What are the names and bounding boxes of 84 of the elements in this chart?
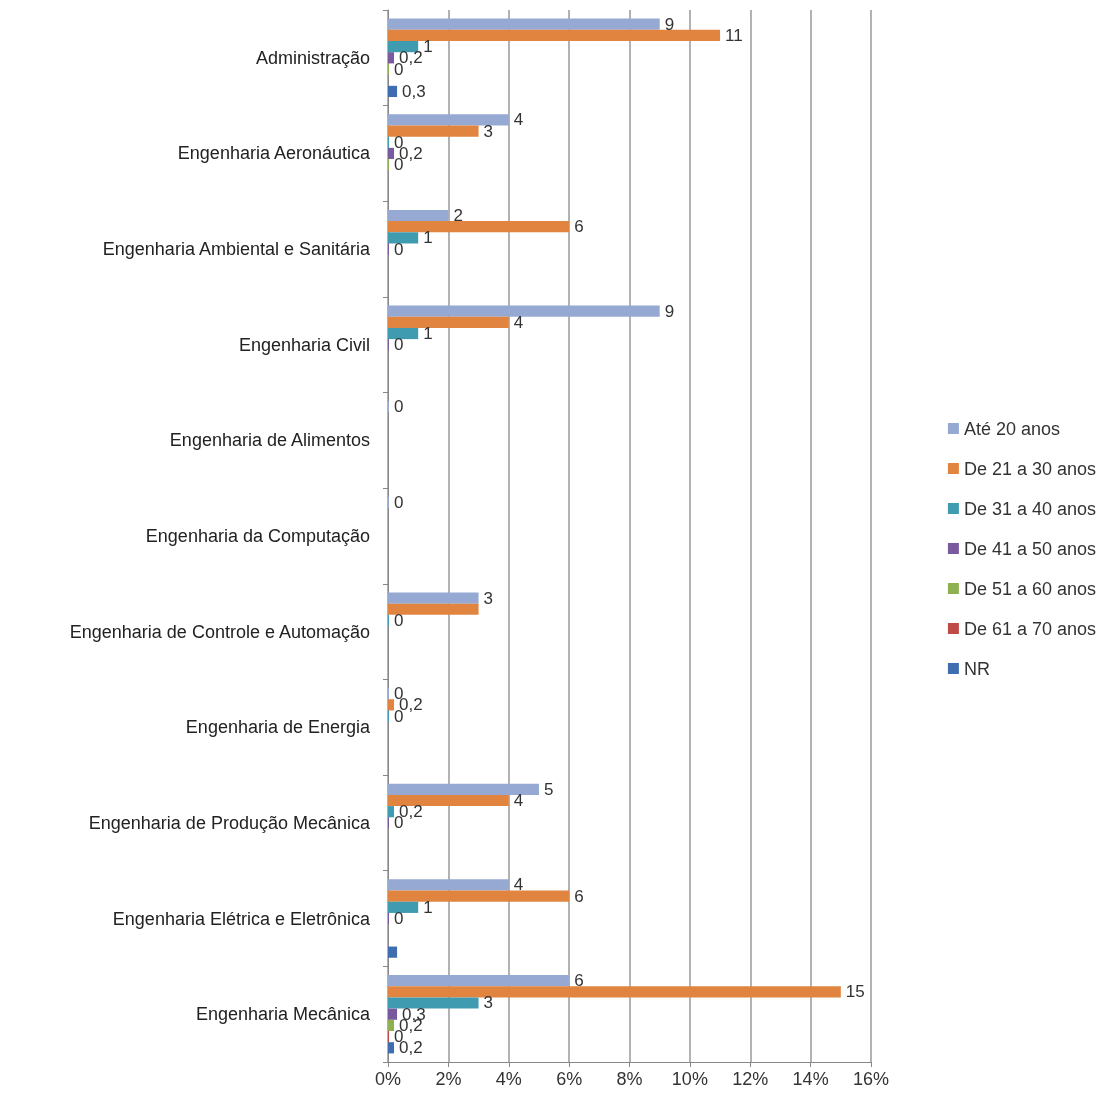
data-label: 1 <box>423 324 433 344</box>
bar <box>388 1008 398 1020</box>
bar <box>388 305 660 317</box>
x-tick-label: 4% <box>495 1069 522 1089</box>
legend-label: De 51 a 60 anos <box>963 578 1097 599</box>
bar <box>388 114 509 126</box>
data-label: 5 <box>543 779 554 799</box>
bar <box>388 41 419 53</box>
data-label: 0 <box>394 397 404 417</box>
data-label: 2 <box>453 205 463 225</box>
data-label: 3 <box>483 993 494 1013</box>
data-label: 4 <box>513 791 524 810</box>
bar <box>388 974 570 987</box>
y-tick-label: Engenharia Elétrica e Eletrônica <box>112 908 371 929</box>
data-label: 0 <box>394 492 404 512</box>
legend-label: De 31 a 40 anos <box>963 498 1097 519</box>
bar <box>388 147 395 160</box>
data-label: 4 <box>513 110 524 130</box>
data-label: 9 <box>664 301 675 321</box>
bar <box>388 52 395 64</box>
y-tick-label: Engenharia de Alimentos <box>169 430 370 451</box>
bar <box>388 18 660 30</box>
bar <box>388 209 449 222</box>
legend-label: De 21 a 30 anos <box>963 458 1097 479</box>
x-tick-label: 0% <box>374 1069 402 1089</box>
bar <box>388 794 509 807</box>
data-label: 4 <box>513 312 524 332</box>
bar <box>388 806 395 818</box>
legend-label: NR <box>963 658 990 679</box>
data-label: 0 <box>394 335 404 355</box>
data-label: 6 <box>574 886 584 906</box>
bar <box>388 1042 395 1054</box>
data-label: 1 <box>423 897 433 917</box>
bar <box>388 699 395 711</box>
bar <box>388 946 398 958</box>
data-label: 6 <box>574 217 584 237</box>
data-label: 0 <box>394 610 404 630</box>
data-label: 0,3 <box>402 81 426 101</box>
bar <box>388 221 570 233</box>
y-tick-label: Engenharia Civil <box>238 334 370 355</box>
data-label: 1 <box>423 37 433 57</box>
x-tick-label: 2% <box>435 1069 462 1089</box>
y-tick-label: Engenharia Ambiental e Sanitária <box>102 239 371 260</box>
bar <box>388 879 509 891</box>
data-label: 15 <box>845 982 865 1002</box>
y-tick-label: Engenharia Aeronáutica <box>177 143 371 164</box>
bar <box>388 327 419 340</box>
data-label: 4 <box>513 875 524 895</box>
x-tick-label: 10% <box>671 1069 708 1089</box>
x-tick-label: 6% <box>556 1069 583 1089</box>
data-label: 9 <box>664 14 675 34</box>
bar <box>388 232 419 244</box>
y-tick-label: Engenharia de Controle e Automação <box>69 621 370 642</box>
y-tick-label: Engenharia Mecânica <box>195 1004 371 1025</box>
x-tick-label: 16% <box>852 1069 890 1089</box>
x-tick-label: 12% <box>732 1069 769 1089</box>
y-tick-label: Administração <box>255 47 370 68</box>
bar <box>388 85 398 98</box>
data-label: 0 <box>394 239 404 259</box>
y-tick-label: Engenharia de Produção Mecânica <box>88 812 371 833</box>
bar <box>388 901 419 913</box>
bar <box>388 986 841 998</box>
bar <box>388 890 570 902</box>
bar <box>388 29 721 42</box>
data-label: 11 <box>725 25 743 45</box>
legend-label: Até 20 anos <box>963 418 1060 439</box>
x-tick-label: 8% <box>616 1069 643 1089</box>
bar <box>388 592 479 604</box>
y-tick-label: Engenharia da Computação <box>145 526 370 546</box>
bar <box>388 125 479 137</box>
data-label: 6 <box>574 971 584 991</box>
y-tick-label: Engenharia de Energia <box>185 717 371 738</box>
bar <box>388 1019 395 1031</box>
data-label: 0 <box>394 909 404 929</box>
data-label: 3 <box>483 588 494 608</box>
data-label: 3 <box>483 121 494 141</box>
bar <box>388 997 479 1009</box>
legend-label: De 41 a 50 anos <box>963 538 1097 559</box>
bar <box>388 316 509 328</box>
legend-label: De 61 a 70 anos <box>963 618 1097 639</box>
data-label: 1 <box>423 228 433 248</box>
bar <box>388 783 539 795</box>
x-tick-label: 14% <box>792 1069 829 1089</box>
bar <box>388 603 479 615</box>
